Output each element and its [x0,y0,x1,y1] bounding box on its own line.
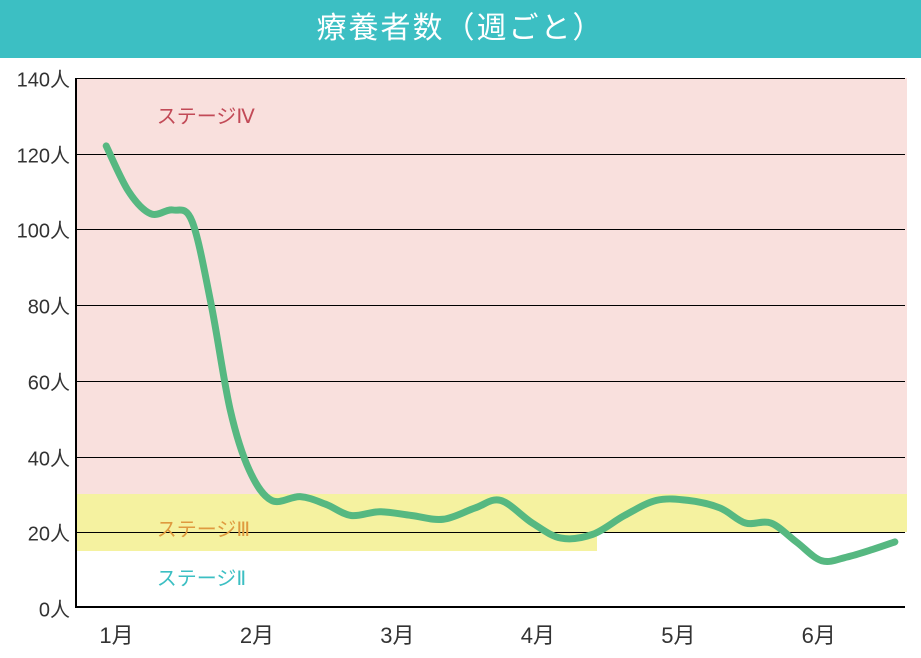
chart-title-text: 療養者数（週ごと） [317,12,605,45]
y-tick-label: 120人 [0,139,70,168]
plot-region: ステージⅣステージⅢステージⅡ [75,78,905,608]
ryoyosha-line [106,146,895,562]
chart-title-bar: 療養者数（週ごと） [0,0,921,58]
y-tick-label: 140人 [0,64,70,93]
y-tick-label: 80人 [0,291,70,320]
x-tick-label: 6月 [802,618,836,650]
y-tick-label: 100人 [0,215,70,244]
x-tick-label: 1月 [99,618,133,650]
x-tick-label: 5月 [661,618,695,650]
y-tick-label: 0人 [0,594,70,623]
y-tick-label: 40人 [0,442,70,471]
x-tick-label: 3月 [380,618,414,650]
x-tick-label: 4月 [521,618,555,650]
x-tick-label: 2月 [240,618,274,650]
y-tick-label: 20人 [0,518,70,547]
line-series-svg [77,78,905,606]
chart-area: 0人20人40人60人80人100人120人140人 1月2月3月4月5月6月 … [0,58,921,658]
y-tick-label: 60人 [0,366,70,395]
